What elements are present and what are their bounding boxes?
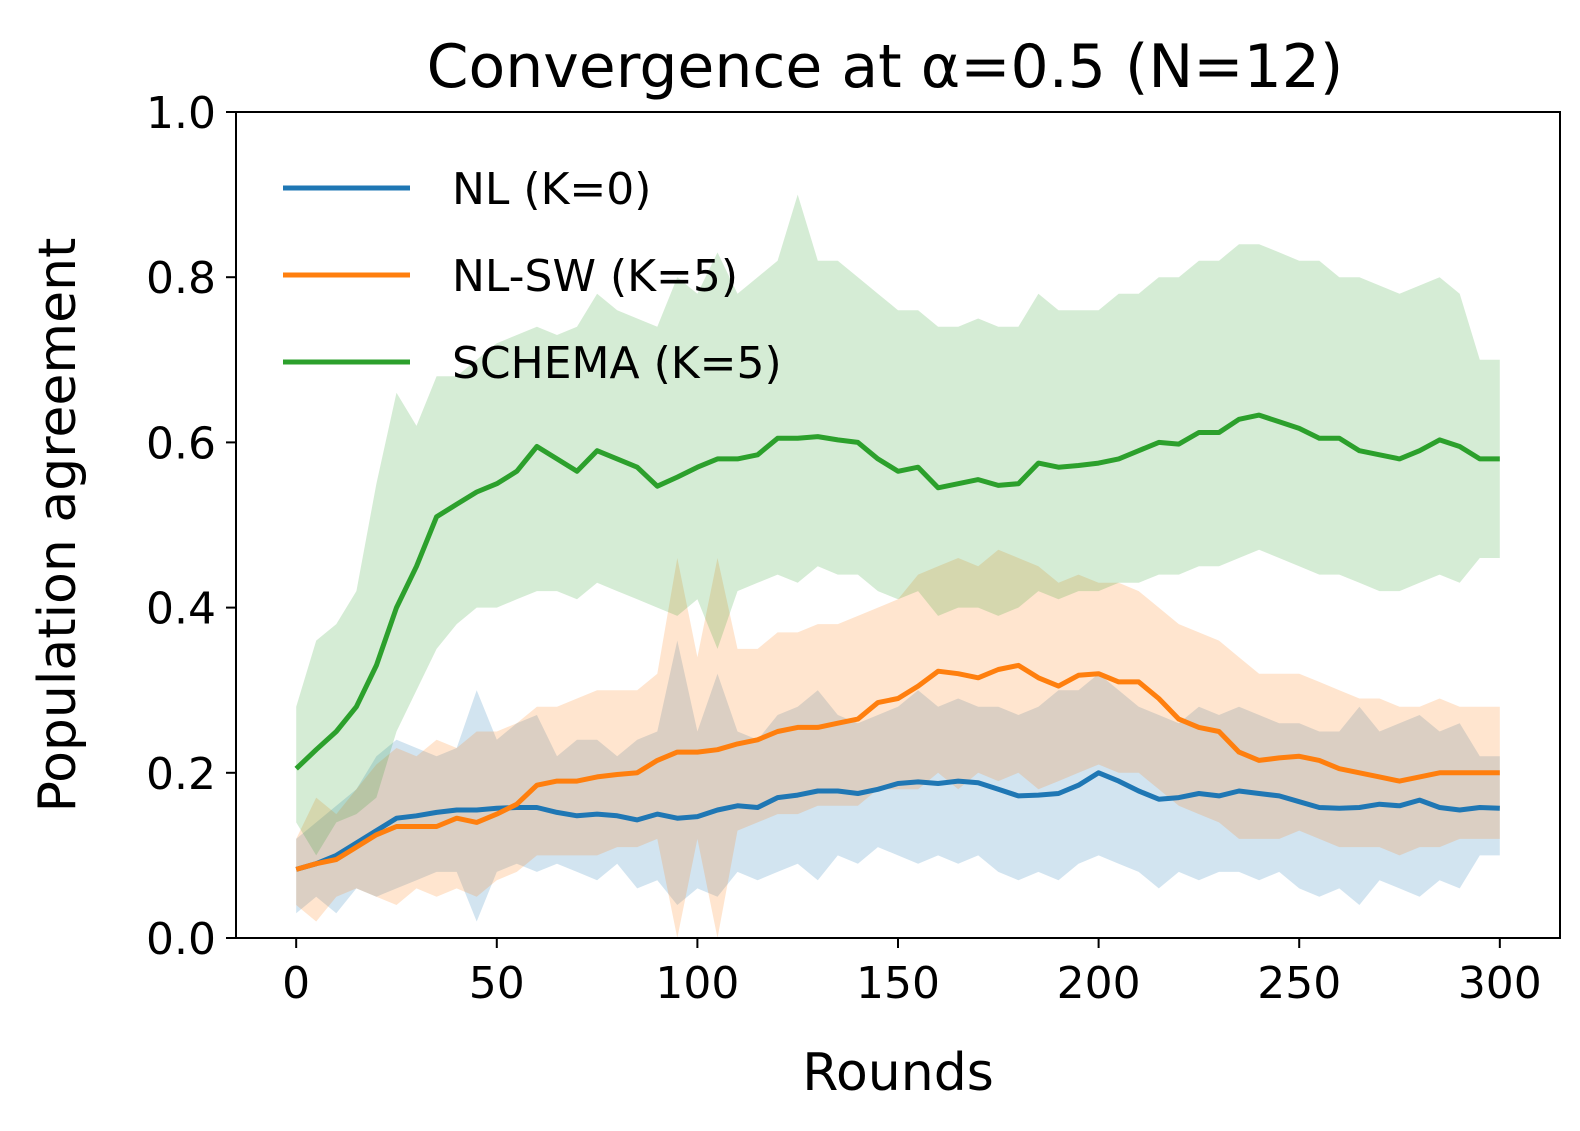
y-tick-label: 0.0 <box>146 914 216 965</box>
y-axis-label: Population agreement <box>28 238 88 813</box>
line-nl-k-0 <box>295 770 1500 872</box>
x-tick-label: 100 <box>655 958 739 1009</box>
x-tick-label: 200 <box>1057 958 1141 1009</box>
x-tick-label: 50 <box>469 958 525 1009</box>
chart-title: Convergence at α=0.5 (N=12) <box>427 32 1344 102</box>
x-axis-ticks: 0 50 100 150 200 250 300 <box>282 938 1542 1009</box>
x-axis-label: Rounds <box>802 1043 994 1103</box>
band-schema-k-5 <box>296 194 1500 856</box>
y-tick-label: 0.6 <box>146 418 216 469</box>
x-tick-label: 0 <box>282 958 310 1009</box>
y-tick-label: 1.0 <box>146 88 216 139</box>
y-axis-ticks: 0.0 0.2 0.4 0.6 0.8 1.0 <box>146 88 236 965</box>
y-tick-label: 0.8 <box>146 253 216 304</box>
legend-label-nl-sw-k-5: NL-SW (K=5) <box>452 251 738 302</box>
legend-label-nl-k-0: NL (K=0) <box>452 164 651 215</box>
x-tick-label: 300 <box>1458 958 1542 1009</box>
line-nl-sw-k-5 <box>295 662 1500 872</box>
series-lines <box>294 412 1500 872</box>
legend-label-schema-k-5: SCHEMA (K=5) <box>452 338 782 389</box>
band-nl-sw-k-5 <box>296 549 1500 938</box>
legend: NL (K=0) NL-SW (K=5) SCHEMA (K=5) <box>283 164 782 389</box>
y-tick-label: 0.4 <box>146 584 216 635</box>
line-schema-k-5 <box>294 412 1500 771</box>
x-tick-label: 250 <box>1257 958 1341 1009</box>
x-tick-label: 150 <box>856 958 940 1009</box>
y-tick-label: 0.2 <box>146 749 216 800</box>
